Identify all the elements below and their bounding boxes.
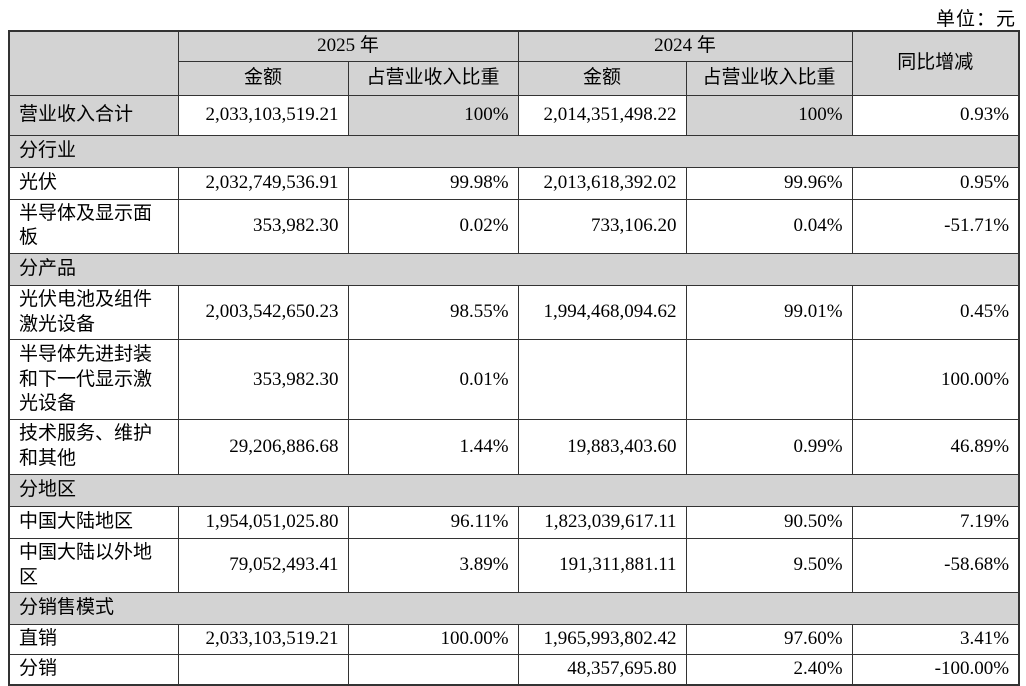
row-label: 技术服务、维护和其他 <box>8 419 179 475</box>
amount-2025: 2,032,749,536.91 <box>177 166 349 200</box>
ratio-2024: 0.99% <box>685 419 853 475</box>
amount-2025 <box>177 653 349 686</box>
table-row: 中国大陆以外地区 79,052,493.41 3.89% 191,311,881.11… <box>8 537 1020 594</box>
yoy-change: 0.95% <box>851 166 1020 200</box>
ratio-2024: 9.50% <box>685 537 853 594</box>
amount-2024: 191,311,881.11 <box>517 537 687 594</box>
ratio-2024: 99.96% <box>685 166 853 200</box>
header-row-years: 2025 年 2024 年 同比增减 <box>8 30 1020 96</box>
table-row: 直销 2,033,103,519.21 100.00% 1,965,993,802.4… <box>8 624 1020 655</box>
section-row: 分行业 <box>8 134 1020 168</box>
row-label: 直销 <box>8 624 179 655</box>
amount-2024: 1,994,468,094.62 <box>517 285 687 341</box>
ratio-2024: 99.01% <box>685 285 853 341</box>
yoy-change: -100.00% <box>851 653 1020 686</box>
yoy-change: -51.71% <box>851 198 1020 255</box>
ratio-2025: 0.02% <box>347 198 519 255</box>
header-corner-cell <box>8 30 179 96</box>
amount-2024: 48,357,695.80 <box>517 653 687 686</box>
row-label: 分销 <box>8 653 179 686</box>
amount-2024: 733,106.20 <box>517 198 687 255</box>
header-amount-2024: 金额 <box>517 60 687 96</box>
row-label: 营业收入合计 <box>8 94 179 136</box>
amount-2025: 79,052,493.41 <box>177 537 349 594</box>
row-label: 光伏电池及组件激光设备 <box>8 285 179 341</box>
ratio-2025: 100.00% <box>347 624 519 655</box>
section-row: 分地区 <box>8 473 1020 507</box>
yoy-change: 0.45% <box>851 285 1020 341</box>
amount-2025: 2,033,103,519.21 <box>177 94 349 136</box>
row-label: 中国大陆以外地区 <box>8 537 179 594</box>
amount-2024: 1,823,039,617.11 <box>517 505 687 539</box>
table-row: 半导体先进封装和下一代显示激光设备 353,982.30 0.01% 100.00% <box>8 339 1020 421</box>
table-row: 光伏 2,032,749,536.91 99.98% 2,013,618,392.02… <box>8 166 1020 200</box>
ratio-2025: 3.89% <box>347 537 519 594</box>
amount-2024: 2,013,618,392.02 <box>517 166 687 200</box>
header-amount-2025: 金额 <box>177 60 349 96</box>
amount-2024: 19,883,403.60 <box>517 419 687 475</box>
ratio-2025: 99.98% <box>347 166 519 200</box>
ratio-2025: 98.55% <box>347 285 519 341</box>
table-row: 技术服务、维护和其他 29,206,886.68 1.44% 19,883,403.6… <box>8 419 1020 475</box>
amount-2025: 2,003,542,650.23 <box>177 285 349 341</box>
ratio-2024: 97.60% <box>685 624 853 655</box>
ratio-2025: 0.01% <box>347 339 519 421</box>
header-yoy-change: 同比增减 <box>851 30 1020 96</box>
amount-2024: 2,014,351,498.22 <box>517 94 687 136</box>
amount-2025: 2,033,103,519.21 <box>177 624 349 655</box>
table-row: 营业收入合计 2,033,103,519.21 100% 2,014,351,498.… <box>8 94 1020 136</box>
section-row: 分产品 <box>8 253 1020 287</box>
ratio-2025: 1.44% <box>347 419 519 475</box>
amount-2025: 29,206,886.68 <box>177 419 349 475</box>
yoy-change: 100.00% <box>851 339 1020 421</box>
row-label: 光伏 <box>8 166 179 200</box>
ratio-2024: 90.50% <box>685 505 853 539</box>
amount-2025: 353,982.30 <box>177 339 349 421</box>
table-row: 半导体及显示面板 353,982.30 0.02% 733,106.20 0.04% -5… <box>8 198 1020 255</box>
yoy-change: 3.41% <box>851 624 1020 655</box>
amount-2025: 353,982.30 <box>177 198 349 255</box>
row-label: 中国大陆地区 <box>8 505 179 539</box>
row-label: 半导体先进封装和下一代显示激光设备 <box>8 339 179 421</box>
yoy-change: 0.93% <box>851 94 1020 136</box>
header-ratio-2024: 占营业收入比重 <box>685 60 853 96</box>
header-year-2025: 2025 年 <box>177 30 519 62</box>
ratio-2025 <box>347 653 519 686</box>
table-body: 营业收入合计 2,033,103,519.21 100% 2,014,351,498.… <box>8 94 1020 686</box>
ratio-2024: 0.04% <box>685 198 853 255</box>
yoy-change: 7.19% <box>851 505 1020 539</box>
table-row: 中国大陆地区 1,954,051,025.80 96.11% 1,823,039,61… <box>8 505 1020 539</box>
ratio-2024: 100% <box>685 94 853 136</box>
section-label: 分地区 <box>8 473 1020 507</box>
table-row: 分销 48,357,695.80 2.40% -100.00% <box>8 653 1020 686</box>
header-year-2024: 2024 年 <box>517 30 853 62</box>
amount-2025: 1,954,051,025.80 <box>177 505 349 539</box>
yoy-change: 46.89% <box>851 419 1020 475</box>
header-ratio-2025: 占营业收入比重 <box>347 60 519 96</box>
ratio-2025: 100% <box>347 94 519 136</box>
revenue-breakdown-table: 2025 年 2024 年 同比增减 金额 占营业收入比重 金额 占营业收入比重… <box>8 30 1021 686</box>
section-label: 分产品 <box>8 253 1020 287</box>
unit-label: 单位：元 <box>935 9 1016 30</box>
amount-2024 <box>517 339 687 421</box>
header-row-subcolumns: 金额 占营业收入比重 金额 占营业收入比重 <box>9 60 1019 96</box>
yoy-change: -58.68% <box>851 537 1020 594</box>
ratio-2024: 2.40% <box>685 653 853 686</box>
ratio-2024 <box>685 339 853 421</box>
section-row: 分销售模式 <box>8 592 1020 626</box>
amount-2024: 1,965,993,802.42 <box>517 624 687 655</box>
table-row: 光伏电池及组件激光设备 2,003,542,650.23 98.55% 1,994,4… <box>8 285 1020 341</box>
ratio-2025: 96.11% <box>347 505 519 539</box>
table-header: 2025 年 2024 年 同比增减 金额 占营业收入比重 金额 占营业收入比重 <box>8 30 1020 96</box>
section-label: 分销售模式 <box>8 592 1020 626</box>
row-label: 半导体及显示面板 <box>8 198 179 255</box>
section-label: 分行业 <box>8 134 1020 168</box>
